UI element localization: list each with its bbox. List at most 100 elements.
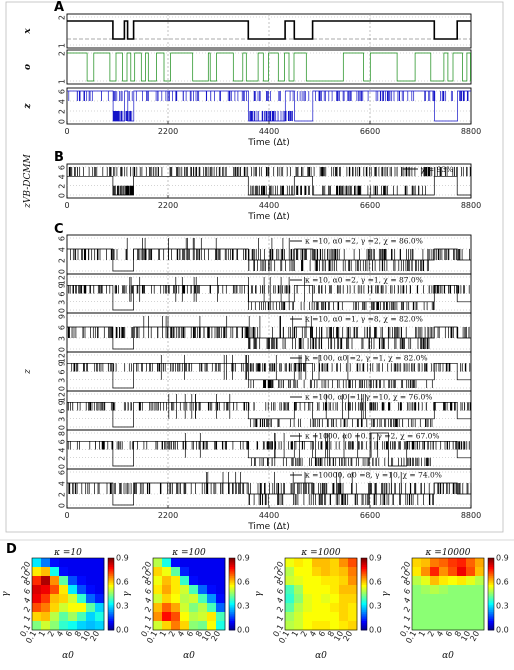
panel-c-row-5-ytick-3: 2 xyxy=(58,456,67,461)
heatmap-1-xtick-6: 10 xyxy=(200,630,213,643)
heatmap-1-colorbar-seg-37 xyxy=(229,624,235,627)
heatmap-2-ytick-3: 4 xyxy=(275,596,285,605)
heatmap-3-colorbar-seg-8 xyxy=(488,572,494,575)
heatmap-0-ylabel: γ xyxy=(1,591,11,597)
panel-c-row-5-ytick-0: 8 xyxy=(58,431,67,436)
heatmap-0-colorbar-seg-34 xyxy=(108,619,114,622)
heatmap-2-cell-4-7 xyxy=(348,594,358,604)
heatmap-0-cell-0-4 xyxy=(68,558,78,568)
heatmap-3-ytick-6: 10 xyxy=(400,569,413,582)
heatmap-2-colorbar-tick-3: 0.0 xyxy=(369,626,382,635)
heatmap-2-colorbar-seg-25 xyxy=(361,603,367,606)
heatmap-2-colorbar-seg-16 xyxy=(361,586,367,589)
heatmap-3-cell-1-3 xyxy=(439,567,449,577)
heatmap-3-colorbar-seg-15 xyxy=(488,585,494,588)
heatmap-2-xtick-7: 20 xyxy=(341,630,354,643)
heatmap-2-colorbar-seg-31 xyxy=(361,613,367,616)
heatmap-3-ytick-5: 8 xyxy=(402,578,412,587)
heatmap-1-cell-5-1 xyxy=(162,603,172,613)
panel-b-ytick-1: 4 xyxy=(58,174,67,179)
heatmap-0-colorbar-seg-33 xyxy=(108,617,114,620)
panel-c-row-4-ytick-0: 12 xyxy=(58,392,67,402)
panel-a-z-series-line xyxy=(67,90,471,122)
heatmap-1-xtick-7: 20 xyxy=(209,630,222,643)
heatmap-2-cell-0-6 xyxy=(339,558,349,568)
heatmap-0-cell-3-0 xyxy=(32,585,42,595)
panel-c-ylabel: z xyxy=(23,369,33,375)
heatmap-0-cell-7-7 xyxy=(95,621,105,631)
heatmap-1-cell-5-3 xyxy=(180,603,190,613)
heatmap-0-colorbar-seg-30 xyxy=(108,612,114,615)
heatmap-1-colorbar-seg-4 xyxy=(229,565,235,568)
heatmap-1-colorbar-seg-36 xyxy=(229,622,235,625)
heatmap-1-cell-5-2 xyxy=(171,603,181,613)
heatmap-0-colorbar-seg-14 xyxy=(108,583,114,586)
heatmap-3-colorbar-seg-17 xyxy=(488,588,494,591)
panel-c-row-0-ytick-0: 6 xyxy=(58,236,67,241)
heatmap-1-ytick-2: 2 xyxy=(143,605,153,614)
heatmap-3-cell-2-6 xyxy=(466,576,476,586)
heatmap-3-cell-2-3 xyxy=(439,576,449,586)
panel-b-ylabel: zVB-DCMM xyxy=(23,153,33,208)
heatmap-2-cell-3-0 xyxy=(285,585,295,595)
heatmap-2-ytick-1: 1 xyxy=(275,614,285,623)
heatmap-2-colorbar-seg-24 xyxy=(361,601,367,604)
panel-a-xtick-4: 8800 xyxy=(461,127,481,136)
heatmap-2-cell-4-4 xyxy=(321,594,331,604)
heatmap-1-cell-0-2 xyxy=(171,558,181,568)
heatmap-2-colorbar-seg-18 xyxy=(361,590,367,593)
heatmap-2-title: κ =1000 xyxy=(300,548,340,558)
heatmap-0-cell-4-7 xyxy=(95,594,105,604)
panel-c-row-3-legend-text: κ =100, α0 =2, γ =1, χ = 82.0% xyxy=(305,354,428,363)
heatmap-0-cell-0-5 xyxy=(77,558,87,568)
heatmap-0-colorbar-seg-9 xyxy=(108,574,114,577)
heatmap-2-xtick-2: 2 xyxy=(299,630,309,639)
heatmap-0-cell-4-5 xyxy=(77,594,87,604)
heatmap-2-cell-7-6 xyxy=(339,621,349,631)
heatmap-3-colorbar-seg-7 xyxy=(488,570,494,573)
heatmap-1-cell-3-1 xyxy=(162,585,172,595)
heatmap-2-cell-2-5 xyxy=(330,576,340,586)
heatmap-3-colorbar-seg-6 xyxy=(488,568,494,571)
heatmap-1-cell-2-6 xyxy=(207,576,217,586)
heatmap-1-cell-4-4 xyxy=(189,594,199,604)
heatmap-2-xtick-6: 10 xyxy=(332,630,345,643)
heatmap-3-cell-1-6 xyxy=(466,567,476,577)
heatmap-3-cell-7-4 xyxy=(448,621,458,631)
heatmap-3-cell-4-2 xyxy=(430,594,440,604)
heatmap-1-colorbar-seg-32 xyxy=(229,615,235,618)
heatmap-0-colorbar-seg-7 xyxy=(108,570,114,573)
heatmap-2-colorbar-seg-30 xyxy=(361,612,367,615)
heatmap-0-colorbar-seg-18 xyxy=(108,590,114,593)
heatmap-0-cell-3-5 xyxy=(77,585,87,595)
heatmap-2-cell-5-6 xyxy=(339,603,349,613)
heatmap-2-cell-7-2 xyxy=(303,621,313,631)
heatmap-1-cell-1-6 xyxy=(207,567,217,577)
heatmap-3-cell-6-6 xyxy=(466,612,476,622)
panel-c-xtick-2: 4400 xyxy=(259,511,279,520)
heatmap-1-cell-7-6 xyxy=(207,621,217,631)
heatmap-1-colorbar-seg-35 xyxy=(229,621,235,624)
heatmap-1-cell-2-1 xyxy=(162,576,172,586)
heatmap-0-cell-5-3 xyxy=(59,603,69,613)
heatmap-2-colorbar-seg-12 xyxy=(361,579,367,582)
heatmap-2-cell-0-7 xyxy=(348,558,358,568)
heatmap-1-colorbar-seg-20 xyxy=(229,594,235,597)
panel-c-row-2-ytick-2: 3 xyxy=(58,336,67,341)
heatmap-3-cell-6-5 xyxy=(457,612,467,622)
heatmap-2-cell-6-7 xyxy=(348,612,358,622)
heatmap-1-ytick-5: 8 xyxy=(143,578,153,587)
heatmap-2-colorbar-seg-27 xyxy=(361,606,367,609)
panel-c-row-4-ytick-1: 9 xyxy=(58,400,67,405)
heatmap-1-xtick-4: 6 xyxy=(185,630,195,639)
heatmap-2-cell-4-2 xyxy=(303,594,313,604)
heatmap-1-colorbar-seg-21 xyxy=(229,595,235,598)
heatmap-1-cell-6-5 xyxy=(198,612,208,622)
panel-c-row-5-ytick-1: 6 xyxy=(58,439,67,444)
heatmap-0-cell-3-4 xyxy=(68,585,78,595)
heatmap-2-cell-4-5 xyxy=(330,594,340,604)
heatmap-0-colorbar-seg-17 xyxy=(108,588,114,591)
heatmap-1-colorbar-tick-1: 0.6 xyxy=(237,578,250,587)
heatmap-0-cell-0-2 xyxy=(50,558,60,568)
panel-c-row-4-legend-text: κ =100, α0 =1, γ =10, χ = 76.0% xyxy=(305,393,432,402)
